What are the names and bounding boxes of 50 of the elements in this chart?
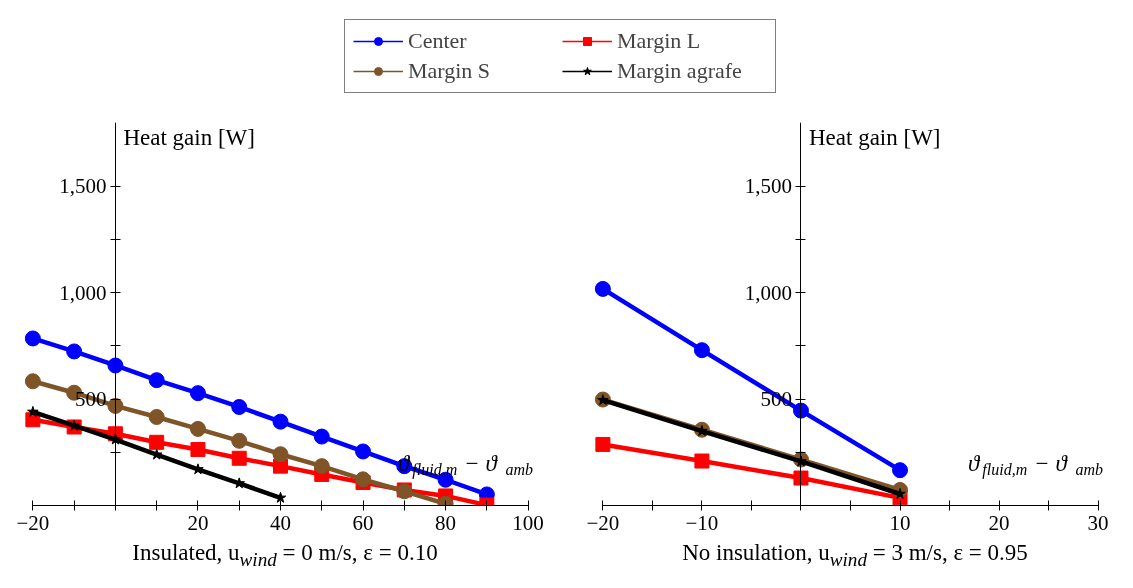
point <box>272 446 289 463</box>
x-tick-label: 80 <box>435 510 457 535</box>
point <box>231 450 247 466</box>
text: No insulation, u$_{wind}$ = 3 m/s, ε = 0.95 <box>682 539 1028 572</box>
point <box>24 373 41 390</box>
point <box>313 428 330 445</box>
y-tick-label: 1,500 <box>59 174 107 199</box>
point <box>594 280 611 297</box>
point <box>595 436 611 452</box>
point <box>149 434 165 450</box>
point <box>694 453 710 469</box>
y-tick-label: 1,500 <box>744 174 792 199</box>
point <box>231 432 248 449</box>
x-tick-label: 20 <box>187 510 209 535</box>
point <box>793 470 809 486</box>
x-tick-label: −10 <box>685 510 719 535</box>
x-tick-label: 60 <box>352 510 374 535</box>
point <box>231 399 248 415</box>
x-tick-label: 30 <box>1087 510 1109 535</box>
y-axis-title: Heat gain [W] <box>123 124 255 150</box>
point <box>148 372 165 389</box>
point <box>355 443 372 460</box>
x-tick-label: 40 <box>270 510 291 535</box>
point <box>148 409 165 425</box>
x-tick-label: −20 <box>586 510 620 535</box>
point <box>189 420 206 437</box>
point <box>792 402 809 419</box>
point <box>693 342 710 359</box>
point <box>892 462 909 479</box>
x-tick-label: −20 <box>16 510 50 535</box>
point <box>313 458 330 475</box>
x-tick-label: 20 <box>988 510 1010 535</box>
point <box>355 471 372 488</box>
point <box>66 343 83 360</box>
point <box>189 385 206 402</box>
point <box>24 330 41 347</box>
legend-label: Margin agrafe <box>617 58 743 84</box>
legend-label: Margin L <box>617 28 702 54</box>
x-tick-label: 10 <box>889 510 911 535</box>
text: Insulated, u$_{wind}$ = 0 m/s, ε = 0.10 <box>132 539 438 572</box>
point <box>190 442 206 458</box>
legend-label: Margin S <box>408 58 492 84</box>
y-axis-title: Heat gain [W] <box>808 124 941 150</box>
y-tick-label: 1,000 <box>59 280 107 305</box>
point <box>107 357 124 374</box>
legend-label: Center <box>408 28 468 54</box>
point <box>27 405 39 417</box>
y-tick-label: 1,000 <box>744 280 792 305</box>
x-tick-label: 100 <box>512 510 544 535</box>
point <box>272 413 289 430</box>
